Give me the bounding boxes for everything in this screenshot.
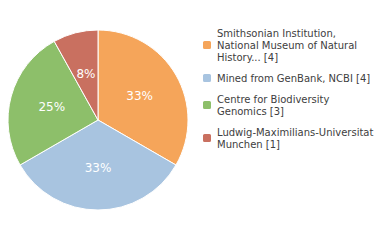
svg-text:8%: 8% [76, 67, 95, 81]
svg-text:History... [4]: History... [4] [217, 52, 278, 63]
svg-text:Smithsonian Institution,: Smithsonian Institution, [217, 28, 336, 39]
svg-text:33%: 33% [126, 89, 153, 103]
svg-text:33%: 33% [85, 161, 112, 175]
svg-text:25%: 25% [38, 100, 65, 114]
svg-text:Munchen [1]: Munchen [1] [217, 139, 280, 150]
svg-text:Centre for Biodiversity: Centre for Biodiversity [217, 94, 330, 105]
svg-text:Genomics [3]: Genomics [3] [217, 106, 284, 117]
svg-text:National Museum of Natural: National Museum of Natural [217, 40, 357, 51]
svg-text:Mined from GenBank, NCBI [4]: Mined from GenBank, NCBI [4] [217, 73, 370, 84]
svg-text:Ludwig-Maximilians-Universitat: Ludwig-Maximilians-Universitat [217, 127, 373, 138]
